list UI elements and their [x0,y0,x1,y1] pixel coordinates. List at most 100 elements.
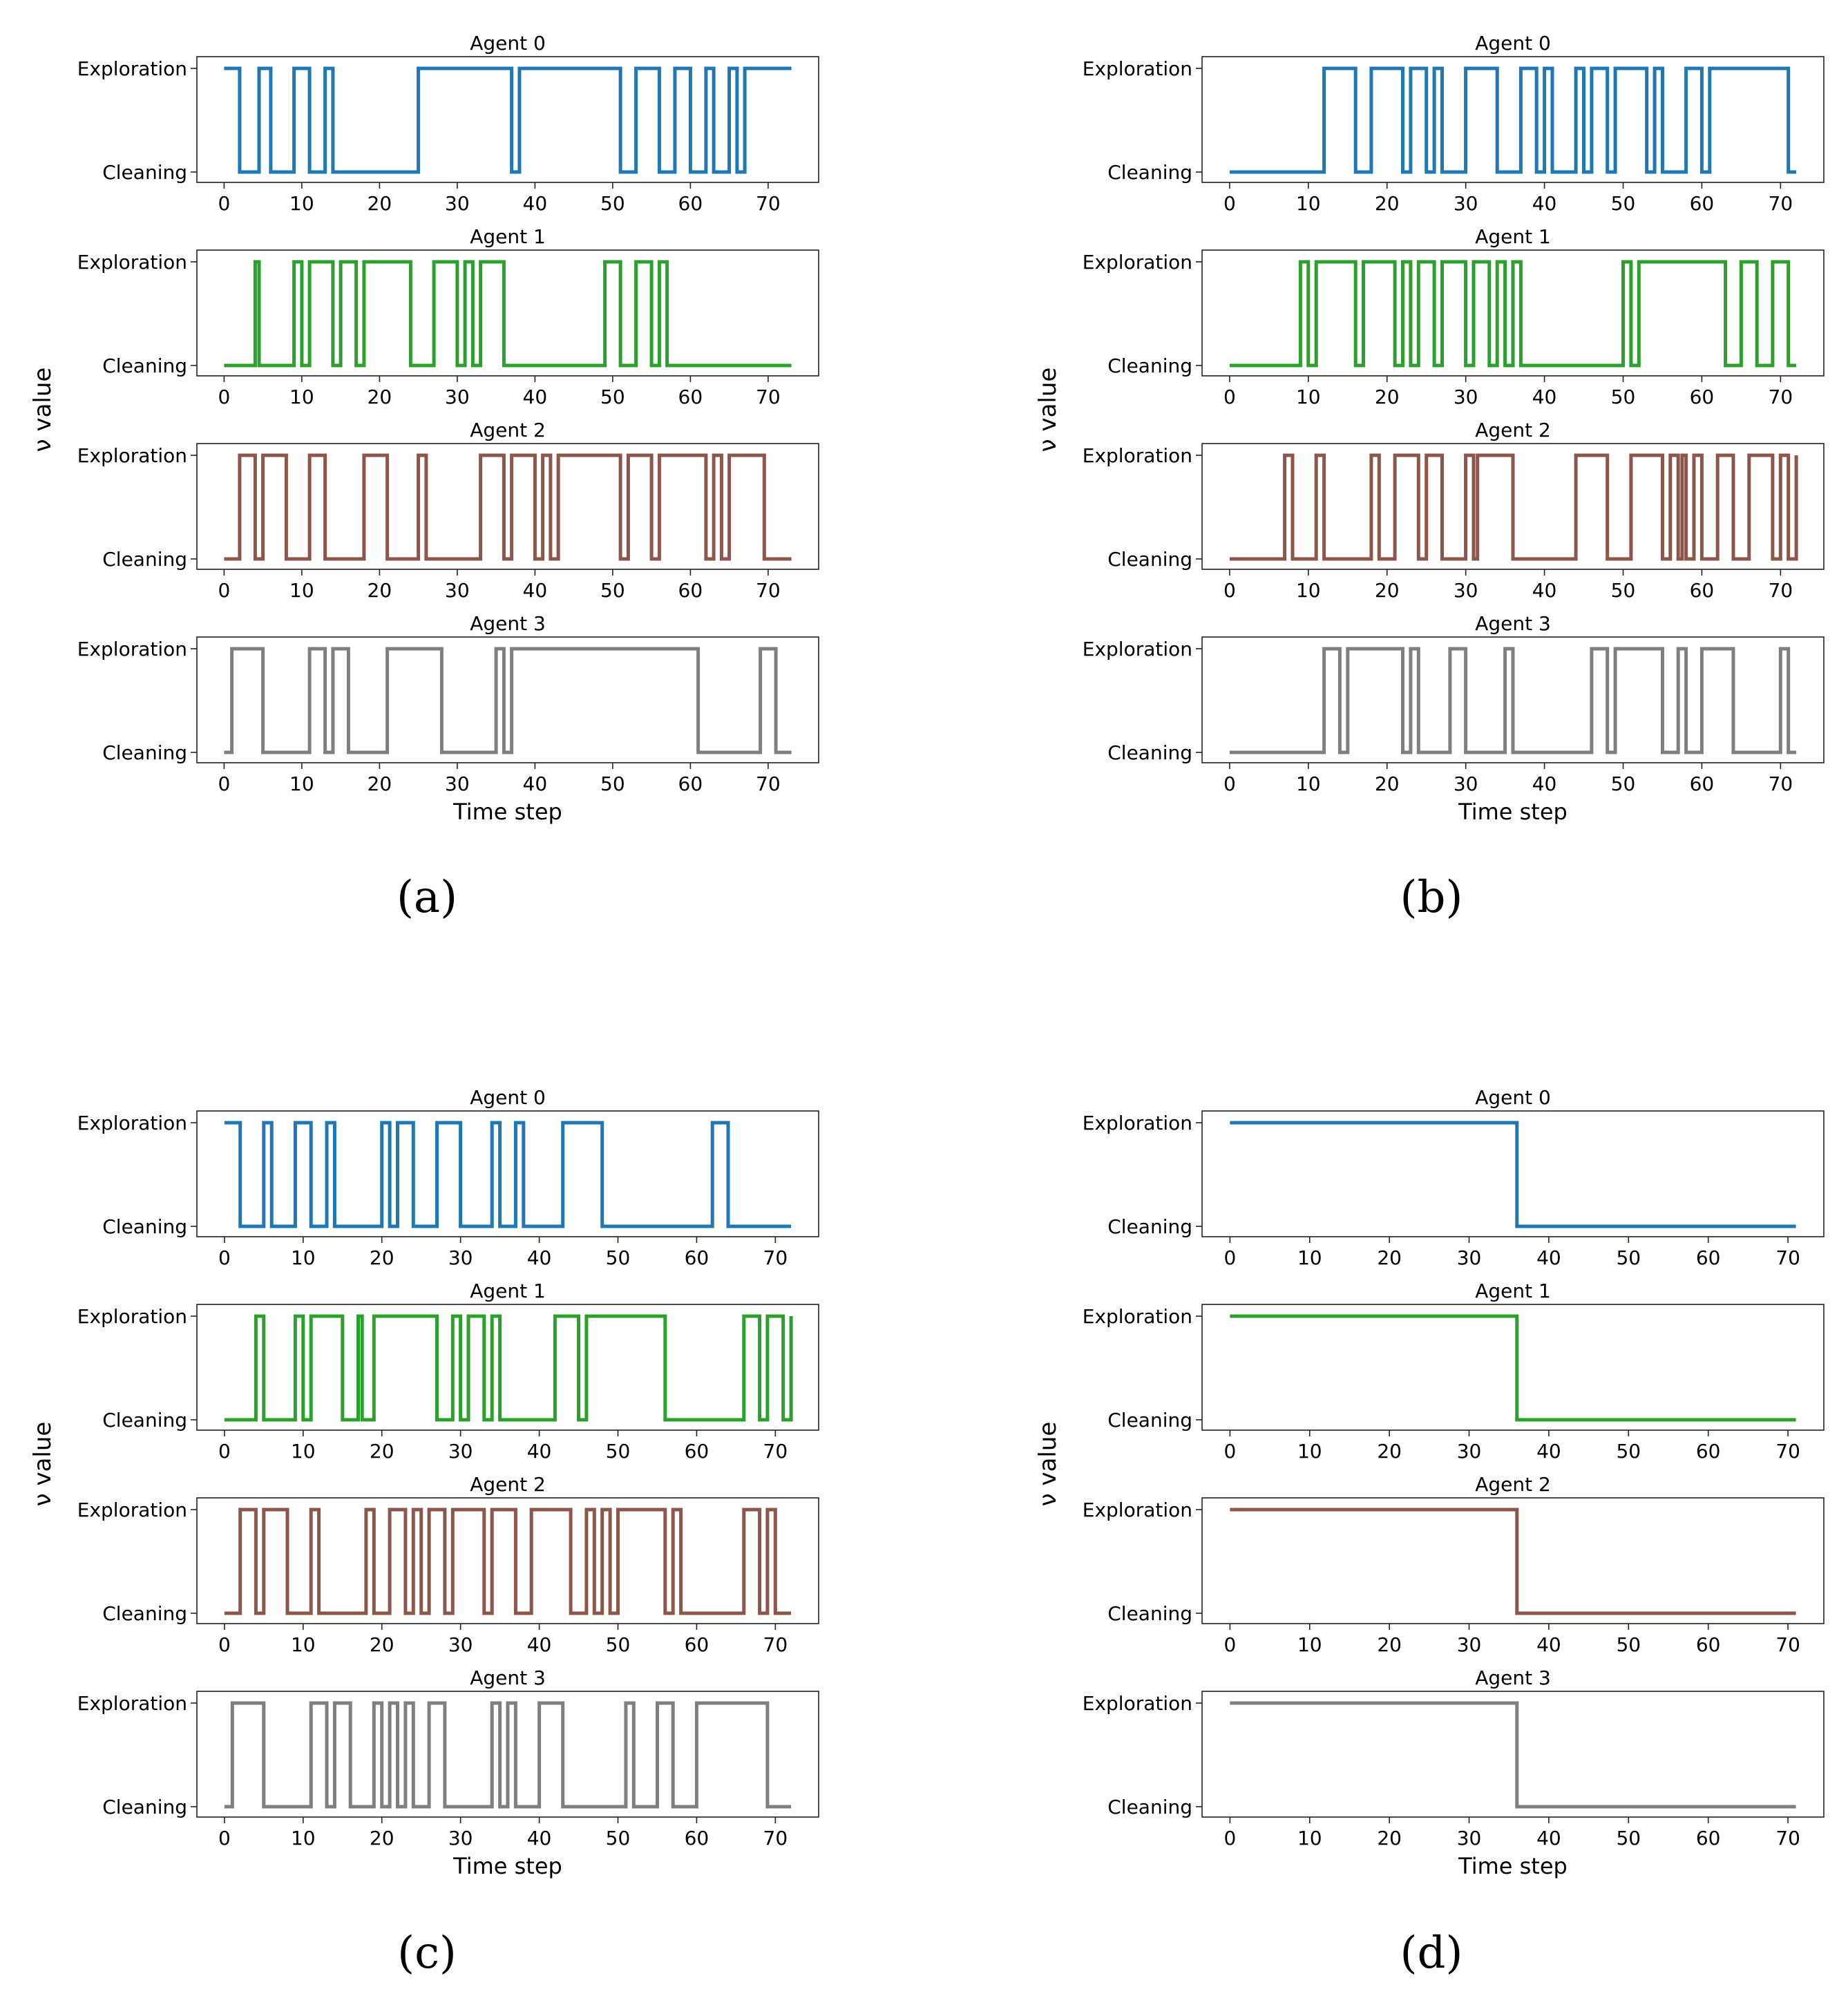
subplot-agent-0: Agent 0 Exploration Cleaning 0 10 20 30 40 50 60 7… [77,32,819,215]
x-tick-label: 30 [1454,579,1478,602]
axes-frame [196,249,819,377]
series-line-agent-3 [224,647,792,754]
x-tick-label: 60 [678,579,703,602]
x-tick-label: 40 [1532,386,1557,408]
x-tick-label: 10 [291,1827,316,1850]
subplot-agent-1: Agent 1 Exploration Cleaning 0 10 20 30 40 50 60 7… [1083,225,1825,408]
y-tick-label: Cleaning [1107,354,1192,377]
x-tick-label: 40 [527,1246,552,1269]
y-tick-label: Cleaning [1107,548,1192,571]
subplot-title: Agent 1 [1475,1280,1551,1302]
x-tick-label: 70 [1775,1633,1800,1656]
x-tick-label: 10 [1296,772,1321,795]
axes-frame [196,443,819,570]
x-tick-label: 70 [1775,1827,1800,1850]
x-tick-label: 30 [448,1633,473,1656]
x-tick-label: 10 [289,386,314,408]
y-tick-label: Exploration [1083,1112,1192,1134]
x-tick-label: 40 [1536,1246,1561,1269]
x-tick-label: 70 [763,1440,788,1463]
axes-frame [1201,56,1825,183]
x-tick-label: 10 [289,579,314,602]
x-tick-label: 50 [600,579,625,602]
subplot-title: Agent 3 [1475,1666,1551,1689]
x-tick-label: 20 [370,1633,394,1656]
subplot-agent-1: Agent 1 Exploration Cleaning 0 10 20 30 40 50 60 7… [1083,1280,1825,1463]
x-tick-label: 50 [606,1246,631,1269]
panel-b: Agent 0 Exploration Cleaning 0 10 20 30 40 50 60 7… [1034,32,1825,923]
axes-frame [196,1110,819,1237]
subplot-title: Agent 1 [470,1280,546,1302]
panel-caption: (c) [397,1928,457,1979]
y-tick-label: Exploration [77,444,187,467]
x-tick-label: 70 [756,192,781,215]
axes-frame [1201,249,1825,377]
x-tick-label: 20 [1377,1440,1402,1463]
x-tick-label: 20 [370,1827,394,1850]
x-tick-label: 20 [1375,192,1400,215]
x-tick-label: 30 [448,1827,473,1850]
y-tick-label: Cleaning [1107,1602,1192,1625]
x-tick-label: 60 [685,1633,709,1656]
series-line-agent-1 [224,260,792,368]
x-tick-label: 10 [289,192,314,215]
x-tick-label: 60 [1696,1827,1721,1850]
panel-caption: (d) [1400,1928,1463,1979]
x-tick-label: 40 [1536,1440,1561,1463]
panel-d: Agent 0 Exploration Cleaning 0 10 20 30 40 50 60 7… [1034,1086,1825,1979]
x-tick-label: 0 [1223,386,1236,408]
x-tick-label: 50 [600,386,625,408]
y-tick-label: Cleaning [102,354,187,377]
x-tick-label: 50 [1616,1633,1641,1656]
series-line-agent-0 [1230,1121,1796,1228]
y-tick-label: Exploration [77,57,187,80]
subplot-title: Agent 3 [1475,612,1551,635]
x-tick-label: 20 [1377,1633,1402,1656]
x-tick-label: 30 [445,772,470,795]
x-tick-label: 40 [523,772,548,795]
x-tick-label: 40 [527,1633,552,1656]
subplot-title: Agent 3 [470,1666,546,1689]
x-tick-label: 0 [218,1246,231,1269]
x-tick-label: 0 [218,772,230,795]
subplot-agent-2: Agent 2 Exploration Cleaning 0 10 20 30 40 50 60 7… [77,419,819,602]
x-tick-label: 0 [218,1827,231,1850]
y-tick-label: Cleaning [1107,1409,1192,1432]
y-axis-label: ν value [1034,1422,1062,1507]
x-tick-label: 30 [445,192,470,215]
y-tick-label: Cleaning [102,548,187,571]
subplot-title: Agent 3 [470,612,546,635]
x-tick-label: 10 [291,1633,316,1656]
x-tick-label: 20 [368,192,392,215]
x-tick-label: 20 [370,1246,394,1269]
x-tick-label: 70 [1769,772,1793,795]
y-tick-label: Exploration [77,1499,187,1521]
x-tick-label: 10 [1296,386,1321,408]
subplot-title: Agent 1 [1475,225,1551,248]
y-tick-label: Cleaning [102,1602,187,1625]
y-tick-label: Exploration [1083,1499,1192,1521]
y-tick-label: Exploration [1083,1305,1192,1328]
x-tick-label: 30 [1457,1440,1482,1463]
subplot-title: Agent 2 [1475,419,1551,441]
y-axis-label: ν value [29,368,57,453]
x-tick-label: 50 [600,192,625,215]
x-tick-label: 20 [1377,1827,1402,1850]
x-tick-label: 70 [763,1633,788,1656]
series-line-agent-3 [1230,1701,1796,1809]
x-tick-label: 70 [763,1827,788,1850]
y-tick-label: Cleaning [102,1796,187,1818]
x-tick-label: 70 [756,772,781,795]
x-tick-label: 0 [1223,1440,1236,1463]
x-tick-label: 30 [448,1440,473,1463]
y-axis-label: ν value [1034,368,1062,453]
x-tick-label: 0 [1223,579,1236,602]
x-axis-label: Time step [453,799,562,825]
y-tick-label: Exploration [77,638,187,660]
x-tick-label: 30 [1454,772,1478,795]
subplot-agent-2: Agent 2 Exploration Cleaning 0 10 20 30 40 50 60 7… [1083,1473,1825,1656]
x-tick-label: 20 [1375,386,1400,408]
x-tick-label: 50 [600,772,625,795]
x-tick-label: 50 [1611,386,1636,408]
x-tick-label: 20 [1375,772,1400,795]
